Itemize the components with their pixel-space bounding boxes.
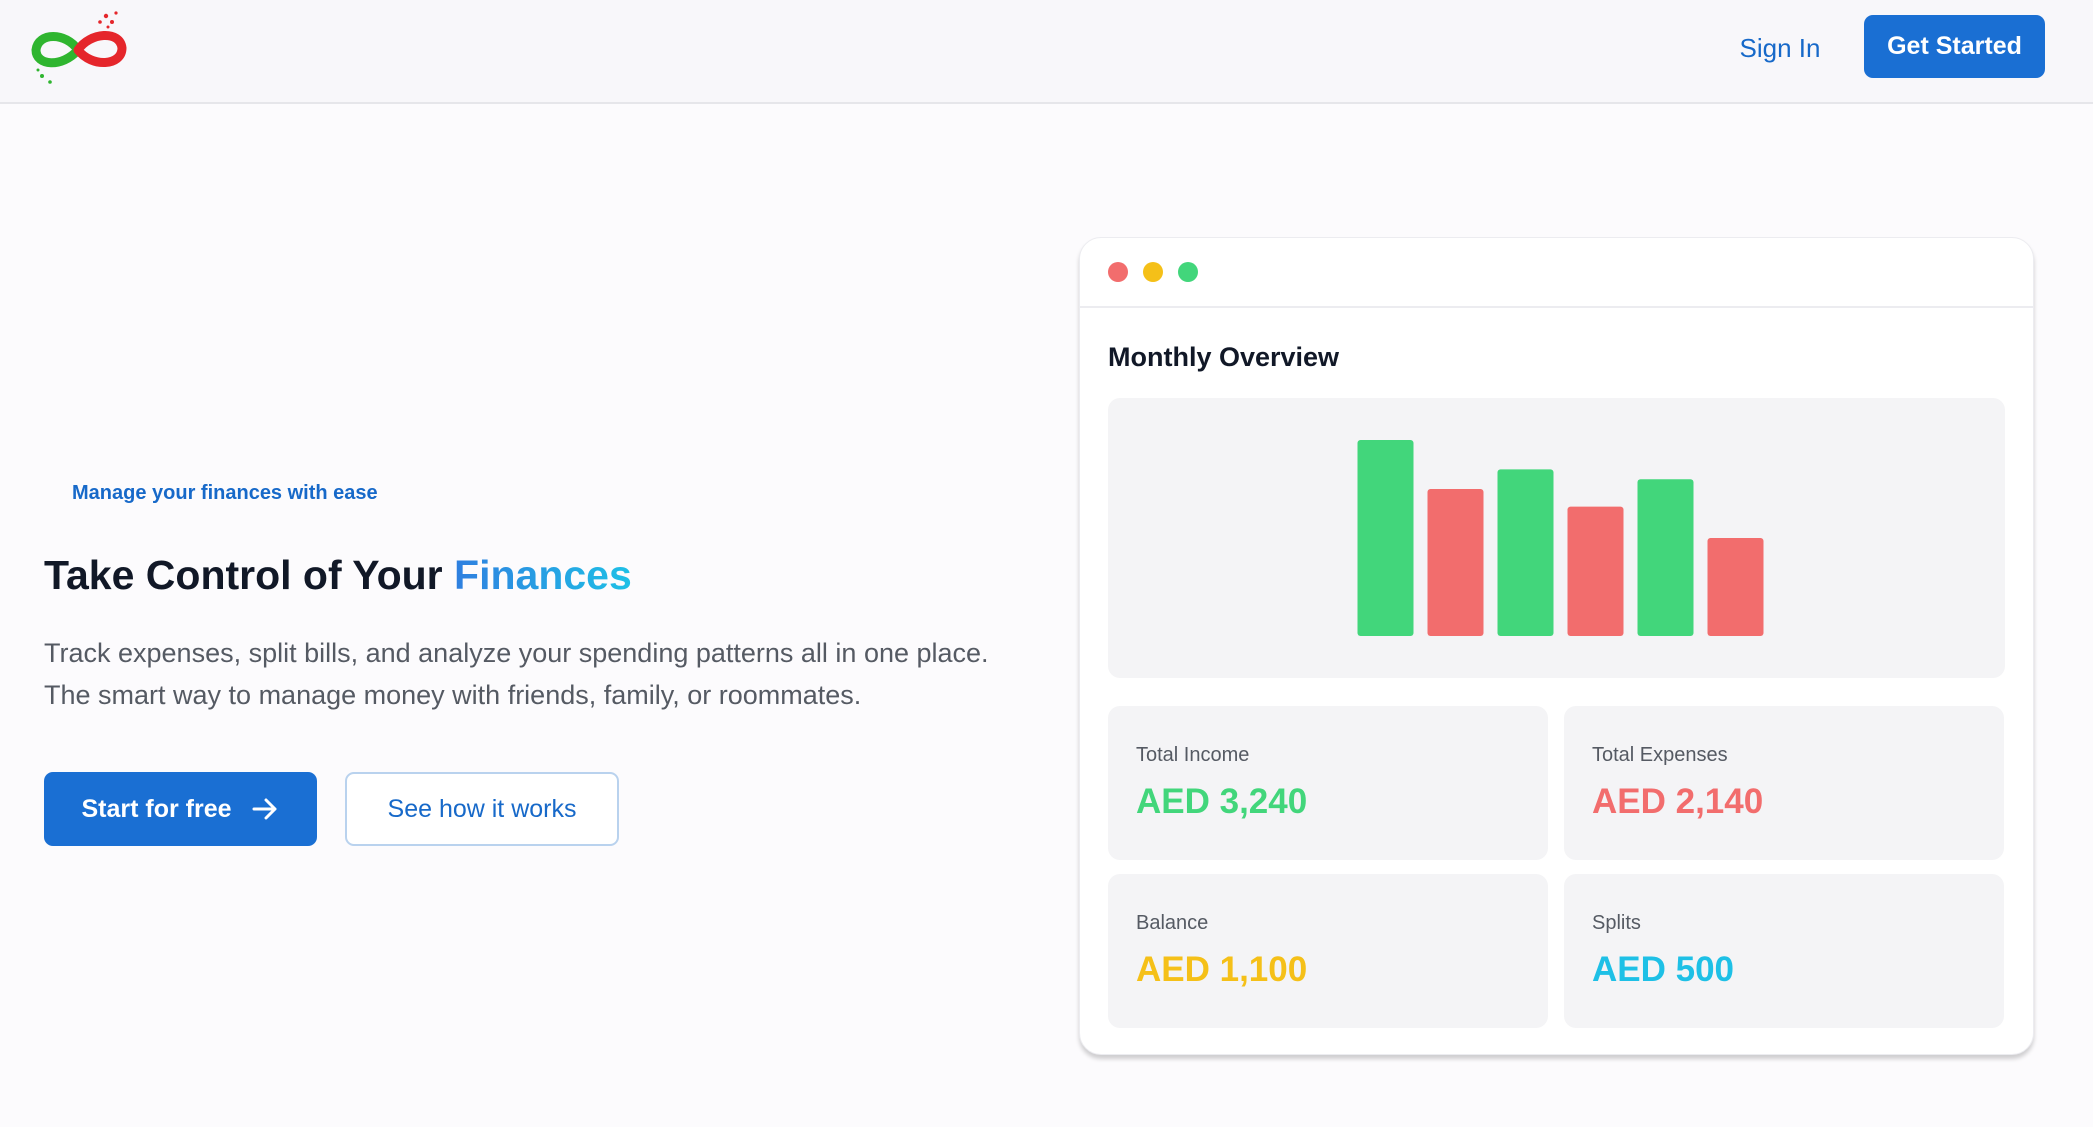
stat-value: AED 2,140 — [1592, 782, 1764, 821]
infinity-logo-icon[interactable] — [28, 6, 128, 88]
monthly-bar-chart — [1108, 398, 2005, 678]
stat-value: AED 3,240 — [1136, 782, 1308, 821]
chart-bar-3 — [1497, 469, 1554, 636]
minimize-dot — [1143, 262, 1163, 282]
hero-description: Track expenses, split bills, and analyze… — [44, 638, 989, 710]
dashboard-preview-card: Monthly Overview Total Income AED 3,240 … — [1079, 237, 2034, 1055]
stat-label: Total Income — [1136, 744, 1250, 766]
hero-tagline: Manage your finances with ease — [72, 482, 378, 504]
bar-chart-svg — [1357, 440, 1764, 636]
stat-value: AED 1,100 — [1136, 950, 1308, 989]
stat-label: Total Expenses — [1592, 744, 1728, 766]
chart-bar-6 — [1707, 538, 1764, 636]
sign-in-link[interactable]: Sign In — [1724, 22, 1836, 74]
top-nav: Sign In Get Started — [0, 0, 2093, 104]
chart-bar-2 — [1427, 489, 1484, 636]
maximize-dot — [1178, 262, 1198, 282]
chart-bar-1 — [1357, 440, 1414, 636]
stat-label: Splits — [1592, 912, 1641, 934]
stat-label: Balance — [1136, 912, 1209, 934]
balance-stat: Balance AED 1,100 — [1108, 874, 1548, 1028]
headline-accent: Finances — [454, 552, 632, 598]
arrow-right-icon — [252, 798, 277, 820]
close-dot — [1108, 262, 1128, 282]
window-titlebar — [1080, 238, 2033, 308]
get-started-button[interactable]: Get Started — [1864, 15, 2045, 78]
splits-stat: Splits AED 500 — [1564, 874, 2004, 1028]
headline-prefix: Take Control of Your — [44, 552, 455, 598]
chart-bar-4 — [1567, 506, 1624, 636]
see-how-it-works-button[interactable]: See how it works — [345, 772, 619, 846]
total-income-stat: Total Income AED 3,240 — [1108, 706, 1548, 860]
start-for-free-label: Start for free — [81, 794, 232, 823]
stat-value: AED 500 — [1592, 950, 1735, 989]
hero-headline: Take Control of Your Finances — [44, 552, 632, 599]
chart-bar-5 — [1637, 479, 1694, 636]
monthly-overview-title: Monthly Overview — [1108, 342, 1340, 372]
start-for-free-button[interactable]: Start for free — [44, 772, 317, 846]
total-expenses-stat: Total Expenses AED 2,140 — [1564, 706, 2004, 860]
